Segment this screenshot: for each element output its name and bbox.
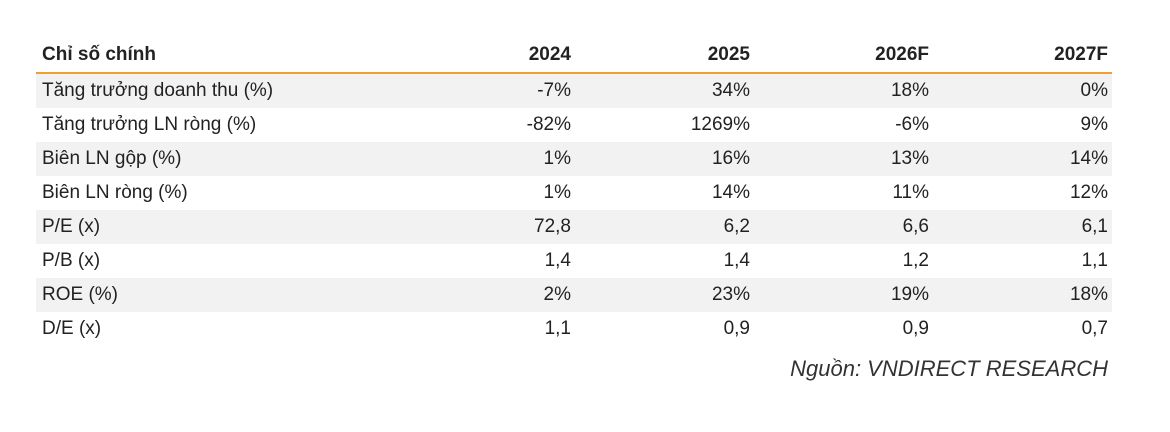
row-value-2027f: 0% xyxy=(933,73,1112,108)
table-row: Tăng trưởng LN ròng (%) -82% 1269% -6% 9% xyxy=(36,108,1112,142)
row-label: P/E (x) xyxy=(36,210,396,244)
table-row: P/E (x) 72,8 6,2 6,6 6,1 xyxy=(36,210,1112,244)
row-value-2025: 6,2 xyxy=(575,210,754,244)
row-value-2025: 0,9 xyxy=(723,318,750,339)
header-year-2027f: 2027F xyxy=(933,38,1112,74)
row-value-2027f: 14% xyxy=(933,142,1112,176)
header-label: Chỉ số chính xyxy=(36,38,396,74)
table-row: D/E (x) 1,1 0,9 0,9 0,7 xyxy=(36,312,1112,346)
row-value-2025: 1,4 xyxy=(723,250,750,271)
row-value-2027f: 1,1 xyxy=(1081,250,1108,271)
row-value-2027f: 0,7 xyxy=(1081,318,1108,339)
table-row: Biên LN gộp (%) 1% 16% 13% 14% xyxy=(36,142,1112,176)
row-value-2026f: 0,9 xyxy=(902,318,929,339)
row-value-2026f: 18% xyxy=(754,73,933,108)
table-row: P/B (x) 1,4 1,4 1,2 1,1 xyxy=(36,244,1112,278)
key-metrics-table-container: Chỉ số chính 2024 2025 2026F 2027F Tăng … xyxy=(36,38,1112,346)
row-value-2026f: 6,6 xyxy=(754,210,933,244)
row-value-2024: 1% xyxy=(396,142,575,176)
row-value-2027f: 6,1 xyxy=(933,210,1112,244)
row-value-2025: 23% xyxy=(575,278,754,312)
row-value-2026f: 11% xyxy=(892,182,929,203)
row-value-2025: 1269% xyxy=(690,114,750,135)
row-value-2026f: 1,2 xyxy=(902,250,929,271)
row-value-2026f: 13% xyxy=(754,142,933,176)
row-value-2027f: 18% xyxy=(933,278,1112,312)
row-value-2024: 2% xyxy=(396,278,575,312)
row-value-2025: 14% xyxy=(711,182,750,203)
row-value-2024: 1,1 xyxy=(544,318,571,339)
header-year-2025: 2025 xyxy=(575,38,754,74)
row-value-2024: -82% xyxy=(526,114,571,135)
table-row: Biên LN ròng (%) 1% 14% 11% 12% xyxy=(36,176,1112,210)
header-year-2024: 2024 xyxy=(396,38,575,74)
row-value-2024: 1% xyxy=(543,182,571,203)
row-label: Biên LN ròng (%) xyxy=(42,182,188,203)
row-value-2027f: 12% xyxy=(1069,182,1108,203)
row-value-2024: 72,8 xyxy=(396,210,575,244)
row-label: Tăng trưởng doanh thu (%) xyxy=(36,73,396,108)
row-label: Biên LN gộp (%) xyxy=(36,142,396,176)
table-row: ROE (%) 2% 23% 19% 18% xyxy=(36,278,1112,312)
header-year-2026f: 2026F xyxy=(754,38,933,74)
row-value-2026f: -6% xyxy=(895,114,929,135)
row-value-2026f: 19% xyxy=(754,278,933,312)
row-value-2024: 1,4 xyxy=(544,250,571,271)
row-label: D/E (x) xyxy=(42,318,102,339)
row-value-2025: 16% xyxy=(575,142,754,176)
table-row: Tăng trưởng doanh thu (%) -7% 34% 18% 0% xyxy=(36,73,1112,108)
table-body: Tăng trưởng doanh thu (%) -7% 34% 18% 0% Tăng… xyxy=(36,73,1112,346)
row-label: ROE (%) xyxy=(36,278,396,312)
row-value-2024: -7% xyxy=(396,73,575,108)
row-label: P/B (x) xyxy=(42,250,101,271)
key-metrics-table: Chỉ số chính 2024 2025 2026F 2027F Tăng … xyxy=(36,38,1112,346)
row-value-2027f: 9% xyxy=(1080,114,1108,135)
row-label: Tăng trưởng LN ròng (%) xyxy=(42,114,257,135)
table-header-row: Chỉ số chính 2024 2025 2026F 2027F xyxy=(36,38,1112,74)
row-value-2025: 34% xyxy=(575,73,754,108)
source-note: Nguồn: VNDIRECT RESEARCH xyxy=(790,356,1108,381)
